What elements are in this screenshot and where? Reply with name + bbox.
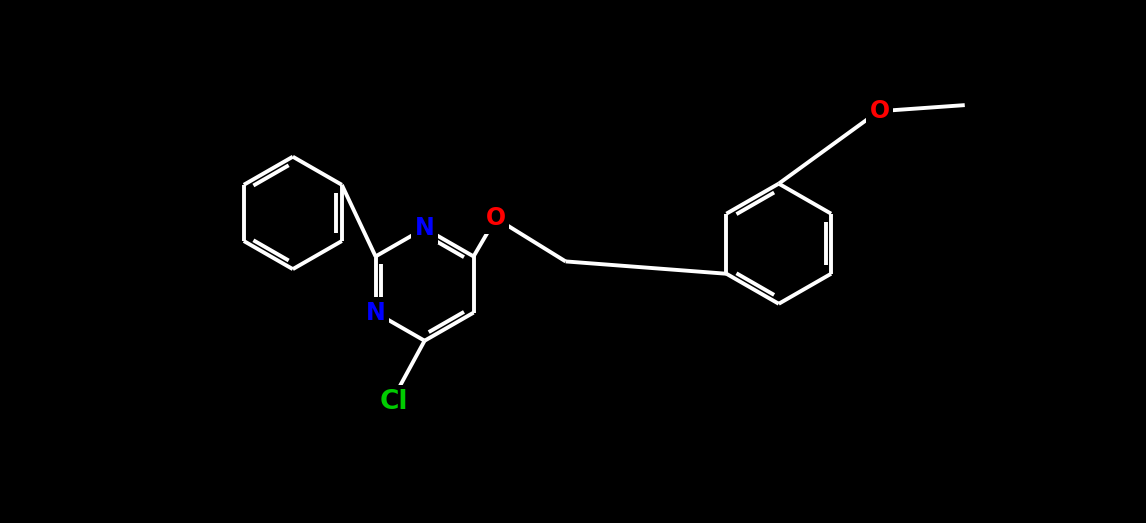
Text: N: N: [366, 301, 385, 325]
Text: O: O: [870, 98, 889, 122]
Text: N: N: [415, 217, 434, 240]
Text: O: O: [486, 206, 505, 230]
Text: Cl: Cl: [379, 389, 408, 415]
